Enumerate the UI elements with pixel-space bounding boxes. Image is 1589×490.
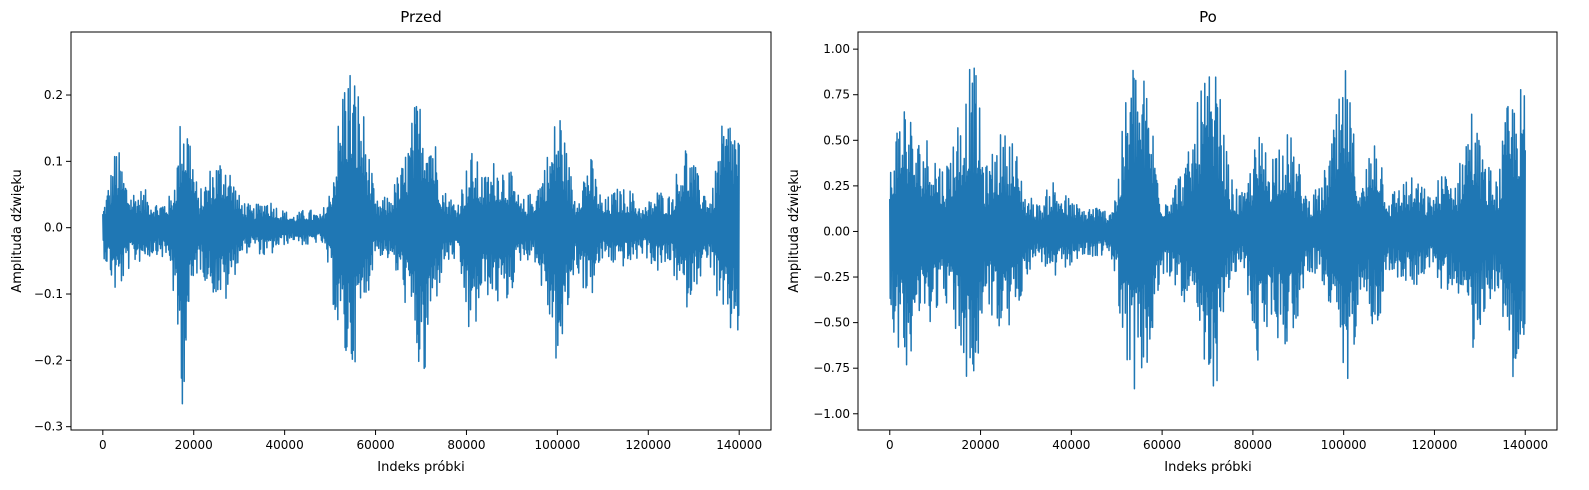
x-tick-label: 120000 <box>625 438 671 452</box>
y-tick-label: −0.2 <box>34 353 63 367</box>
series-line <box>889 67 1526 390</box>
y-axis-ticks: −0.3 −0.2 −0.1 0.0 0.1 0.2 <box>34 88 71 434</box>
x-axis-ticks: 0 20000 40000 60000 80000 100000 120000 140000 <box>99 430 762 452</box>
y-tick-label: 0.25 <box>823 179 850 193</box>
y-tick-label: 0.00 <box>823 224 850 238</box>
x-tick-label: 80000 <box>447 438 485 452</box>
x-tick-label: 0 <box>99 438 107 452</box>
x-tick-label: 60000 <box>1143 438 1181 452</box>
y-axis-ticks: −1.00 −0.75 −0.50 −0.25 0.00 0.25 0.50 0.75 1.00 <box>813 42 858 421</box>
y-tick-label: −0.50 <box>813 316 850 330</box>
x-tick-label: 80000 <box>1234 438 1272 452</box>
chart-title: Po <box>1199 8 1217 26</box>
y-tick-label: 0.1 <box>44 154 63 168</box>
y-tick-label: 1.00 <box>823 42 850 56</box>
chart-panel-before: 0 20000 40000 60000 80000 100000 120000 140000 … <box>10 8 772 475</box>
x-tick-label: 120000 <box>1412 438 1458 452</box>
y-tick-label: −1.00 <box>813 407 850 421</box>
x-tick-label: 40000 <box>1052 438 1090 452</box>
y-tick-label: −0.25 <box>813 270 850 284</box>
y-tick-label: 0.0 <box>44 221 63 235</box>
y-axis-label: Amplituda dźwięku <box>10 169 25 292</box>
waveform-after <box>889 67 1526 390</box>
y-tick-label: −0.3 <box>34 420 63 434</box>
x-axis-ticks: 0 20000 40000 60000 80000 100000 120000 140000 <box>886 430 1548 452</box>
x-tick-label: 100000 <box>1321 438 1367 452</box>
x-tick-label: 0 <box>886 438 894 452</box>
x-axis-label: Indeks próbki <box>1164 460 1251 475</box>
x-tick-label: 60000 <box>356 438 394 452</box>
x-axis-label: Indeks próbki <box>377 460 464 475</box>
y-tick-label: 0.75 <box>823 88 850 102</box>
x-tick-label: 20000 <box>961 438 999 452</box>
chart-title: Przed <box>400 8 442 26</box>
y-tick-label: 0.50 <box>823 133 850 147</box>
series-line <box>102 74 740 405</box>
plot-frame <box>70 31 772 431</box>
y-tick-label: −0.75 <box>813 361 850 375</box>
y-tick-label: −0.1 <box>34 287 63 301</box>
x-tick-label: 140000 <box>1502 438 1548 452</box>
x-tick-label: 100000 <box>534 438 580 452</box>
x-tick-label: 140000 <box>716 438 762 452</box>
waveform-before <box>102 74 740 405</box>
x-tick-label: 20000 <box>175 438 213 452</box>
chart-panel-after: 0 20000 40000 60000 80000 100000 120000 140000 … <box>787 8 1558 475</box>
y-axis-label: Amplituda dźwięku <box>787 169 802 292</box>
x-tick-label: 40000 <box>266 438 304 452</box>
y-tick-label: 0.2 <box>44 88 63 102</box>
